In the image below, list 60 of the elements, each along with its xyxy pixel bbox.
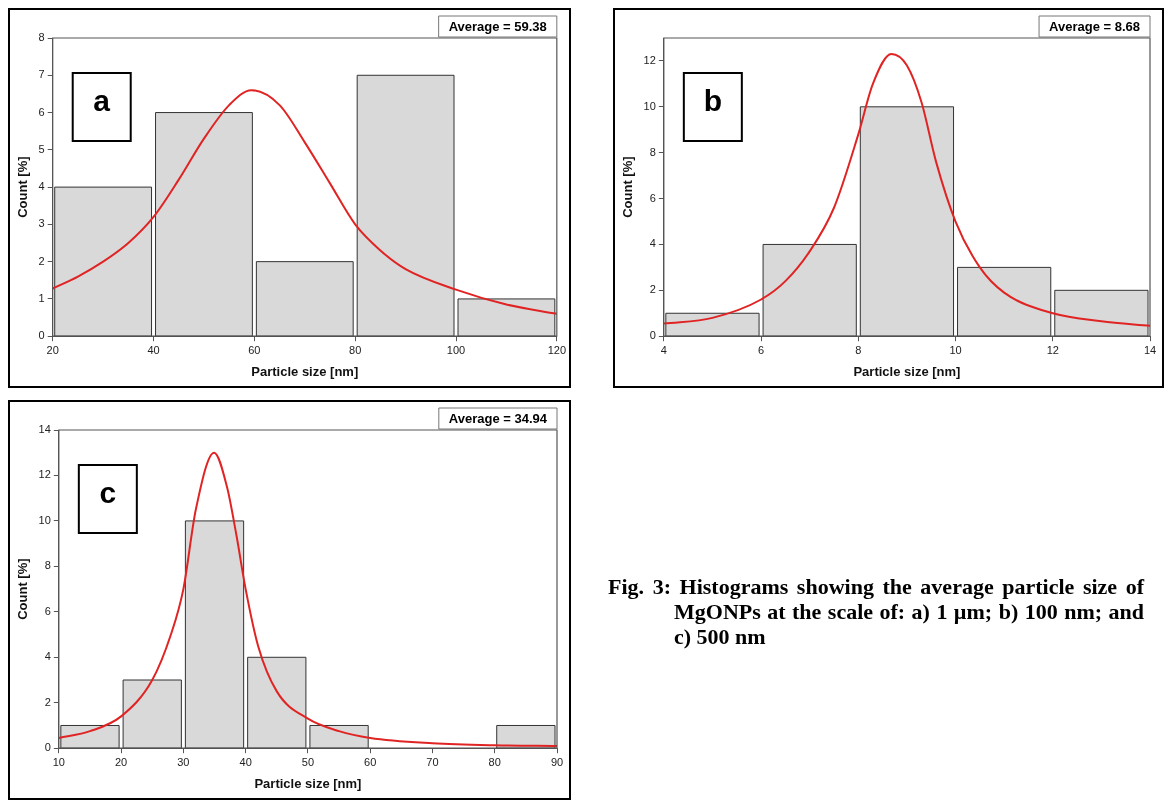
x-tick-label: 120 xyxy=(547,343,566,356)
x-tick-label: 20 xyxy=(114,755,128,768)
y-tick-label: 2 xyxy=(649,283,656,296)
y-tick-label: 2 xyxy=(38,254,45,267)
line-series xyxy=(52,89,557,315)
y-tick-label: 6 xyxy=(649,191,656,204)
y-tick-label: 6 xyxy=(38,105,45,118)
x-tick-label: 100 xyxy=(446,343,466,356)
x-tick-label: 80 xyxy=(349,343,362,356)
y-tick-label: 0 xyxy=(649,329,656,342)
x-tick-label: 60 xyxy=(248,343,261,356)
y-axis-title: Count [%] xyxy=(620,156,636,218)
text: Average = 34.94 xyxy=(448,410,548,426)
x-tick-label: 70 xyxy=(426,755,439,768)
x-tick-label: 30 xyxy=(177,755,190,768)
y-tick-label: 4 xyxy=(649,237,656,250)
x-tick-label: 12 xyxy=(1046,343,1059,356)
y-axis-title: Count [%] xyxy=(15,156,31,218)
x-tick-label: 4 xyxy=(660,343,667,356)
y-tick-label: 10 xyxy=(643,99,656,112)
x-tick-label: 40 xyxy=(147,343,160,356)
y-tick-label: 7 xyxy=(38,68,45,81)
x-tick-label: 10 xyxy=(949,343,962,356)
annotation: c xyxy=(99,476,117,510)
x-tick-label: 80 xyxy=(488,755,501,768)
annotation: b xyxy=(703,84,722,118)
annotation: a xyxy=(93,84,111,118)
x-tick-label: 50 xyxy=(301,755,315,768)
x-tick-label: 6 xyxy=(758,343,765,356)
x-tick-label: 10 xyxy=(52,755,65,768)
x-axis-title: Particle size [nm] xyxy=(853,363,961,379)
y-axis-title: Count [%] xyxy=(15,558,31,620)
x-tick-label: 60 xyxy=(364,755,377,768)
x-tick-label: 20 xyxy=(46,343,59,356)
text: Average = 59.38 xyxy=(448,18,547,34)
x-tick-label: 8 xyxy=(855,343,862,356)
y-tick-label: 8 xyxy=(649,145,656,158)
y-tick-label: 12 xyxy=(38,468,51,481)
x-axis-title: Particle size [nm] xyxy=(251,363,359,379)
y-tick-label: 5 xyxy=(38,142,45,155)
y-tick-label: 14 xyxy=(38,423,51,436)
x-axis-title: Particle size [nm] xyxy=(254,775,362,791)
text: Average = 8.68 xyxy=(1049,18,1141,34)
x-tick-label: 14 xyxy=(1143,343,1157,356)
y-tick-label: 8 xyxy=(44,559,51,572)
y-tick-label: 4 xyxy=(44,650,51,663)
x-tick-label: 40 xyxy=(239,755,252,768)
x-tick-label: 90 xyxy=(550,755,564,768)
y-tick-label: 6 xyxy=(44,604,51,617)
y-tick-label: 2 xyxy=(44,695,51,708)
y-tick-label: 1 xyxy=(38,291,45,304)
y-tick-label: 3 xyxy=(38,217,45,230)
y-tick-label: 4 xyxy=(38,180,45,193)
line-series xyxy=(663,53,1150,327)
text: Fig. 3: Histograms showing the average particle size of MgONPs at the scale of: a) 1 µm; b) 100 nm; and c) 500 nm xyxy=(608,574,1144,649)
y-tick-label: 0 xyxy=(44,741,51,754)
y-tick-label: 10 xyxy=(38,513,51,526)
y-tick-label: 12 xyxy=(643,53,656,66)
y-tick-label: 8 xyxy=(38,31,45,44)
y-tick-label: 0 xyxy=(38,329,45,342)
